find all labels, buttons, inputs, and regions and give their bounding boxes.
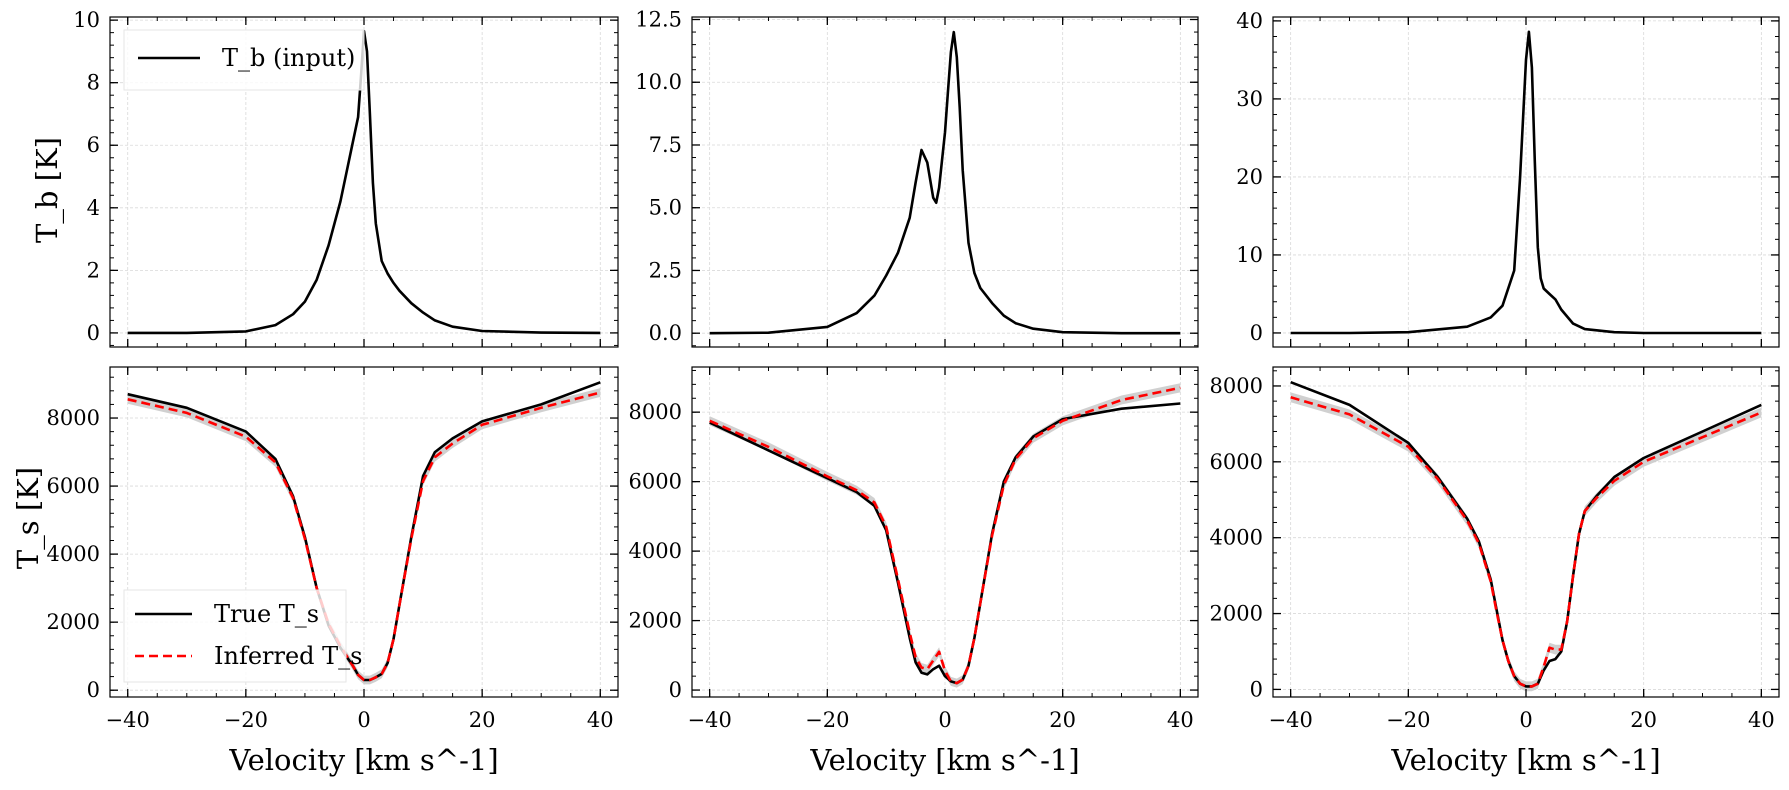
y-tick-label: 8 [87,71,100,95]
y-tick-label: 10 [1236,243,1263,267]
legends: T_b (input) True T_s Inferred T_s [123,29,365,683]
y-tick-label: 0 [669,678,682,702]
y-tick-label: 4000 [629,539,682,563]
y-tick-label: 10 [73,8,100,32]
y-tick-label: 0 [1250,321,1263,345]
legend-label-inferred: Inferred T_s [214,642,363,670]
x-tick-label: 20 [1630,708,1657,732]
panel-top-2: 0.0 2.5 5.0 7.5 10.0 12.5 [635,8,1199,348]
y-tick-label: 40 [1236,9,1263,33]
legend-label-input: T_b (input) [222,44,355,72]
y-tick-label: 30 [1236,87,1263,111]
true-line-top-1 [127,29,601,335]
x-tick-label: −40 [687,708,731,732]
y-tick-label: 8000 [1210,374,1263,398]
x-tick-label: 0 [1519,708,1532,732]
svg-text:T_s [K]: T_s [K] [11,467,46,569]
legend-bottom: True T_s Inferred T_s [123,589,363,683]
y-tick-label: 10.0 [635,70,682,94]
legend-box [123,29,365,91]
x-axis-title: Velocity [km s^-1] [228,743,498,777]
panel-top-3: 0 10 20 30 40 [1236,9,1780,348]
inferred-line-bottom-3 [1290,396,1762,688]
y-tick-label: 0 [87,678,100,702]
inferred-line-bottom-2 [709,386,1181,685]
panel-bottom-3: −40 −20 0 20 40 0 2000 4000 6000 8000 Velocity [km… [1210,366,1780,777]
inferred-line-bottom-1 [127,391,601,682]
panel-bottom-2: −40 −20 0 20 40 0 2000 4000 6000 8000 Velocity [km… [629,366,1199,777]
y-tick-label: 6000 [47,474,100,498]
x-tick-label: 0 [938,708,951,732]
y-tick-label: 5.0 [649,196,682,220]
x-axis-title: Velocity [km s^-1] [1390,743,1660,777]
y-tick-label: 2000 [47,610,100,634]
svg-text:T_b [K]: T_b [K] [30,137,65,243]
true-line-top-2 [709,30,1181,335]
y-tick-label: 4000 [47,542,100,566]
x-tick-label: 40 [1167,708,1194,732]
x-tick-label: −40 [106,708,150,732]
x-tick-label: −40 [1268,708,1312,732]
legend-box [123,589,347,683]
legend-top: T_b (input) [123,29,365,91]
y-tick-label: 12.5 [635,8,682,32]
x-tick-label: −20 [224,708,268,732]
y-tick-label: 6000 [629,470,682,494]
y-tick-label: 2.5 [649,258,682,282]
x-tick-label: 20 [469,708,496,732]
x-tick-label: 0 [357,708,370,732]
x-tick-label: 40 [1748,708,1775,732]
panels: 02468100.02.55.07.510.012.5010203040−40−… [47,8,1780,777]
y-tick-label: 2 [87,258,100,282]
y-tick-label: 6 [87,133,100,157]
y-tick-label: 6000 [1210,450,1263,474]
y-tick-label: 4 [87,196,100,220]
x-tick-label: −20 [1386,708,1430,732]
y-tick-label: 7.5 [649,133,682,157]
legend-label-true: True T_s [214,600,319,628]
y-tick-label: 4000 [1210,526,1263,550]
x-tick-label: 40 [587,708,614,732]
panel-top-1: 0 2 4 6 8 10 [73,8,619,348]
panel-bottom-1: −40 −20 0 20 40 0 2000 4000 6000 8000 Velocity [km… [47,366,619,777]
y-tick-label: 8000 [47,406,100,430]
y-axis-title-bottom: T_s [K] [11,467,46,569]
y-tick-label: 20 [1236,165,1263,189]
y-tick-label: 0.0 [649,321,682,345]
y-tick-label: 0 [1250,677,1263,701]
y-tick-label: 2000 [629,609,682,633]
y-tick-label: 2000 [1210,602,1263,626]
x-axis-title: Velocity [km s^-1] [809,743,1079,777]
true-line-top-3 [1290,30,1762,335]
x-tick-label: 20 [1049,708,1076,732]
y-axis-title-top: T_b [K] [30,137,65,243]
y-tick-label: 8000 [629,400,682,424]
x-tick-label: −20 [805,708,849,732]
y-tick-label: 0 [87,321,100,345]
